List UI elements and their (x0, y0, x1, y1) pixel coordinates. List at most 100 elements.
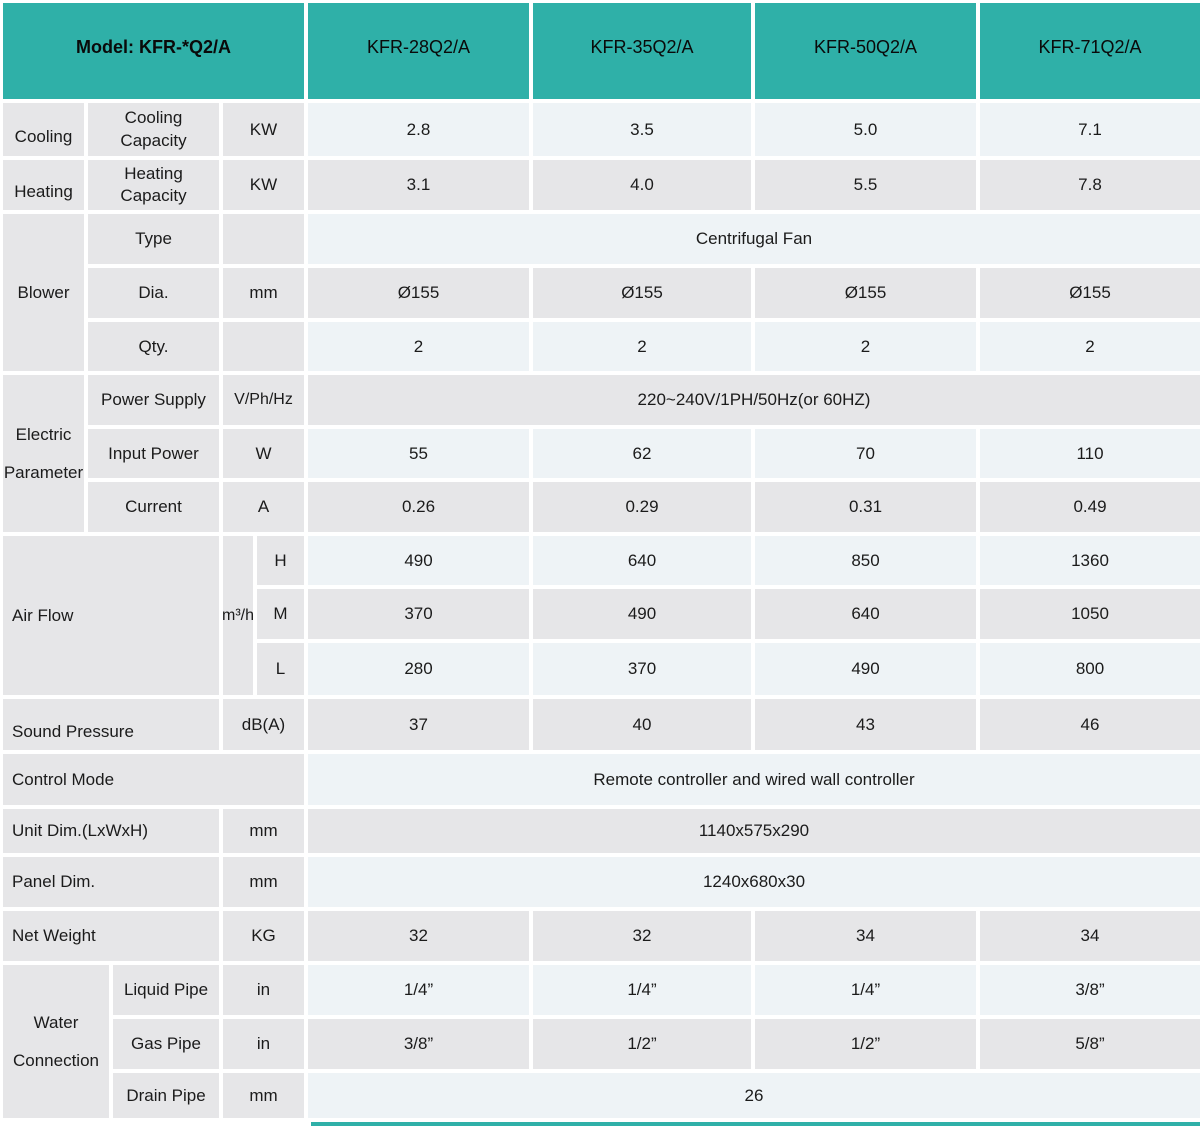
cooling-unit-cell: KW (223, 103, 308, 160)
blower-qty-label: Qty. (88, 322, 223, 375)
blower-dia-value-1: Ø155 (533, 268, 755, 322)
liquid-pipe-value-2: 1/4” (755, 965, 980, 1019)
current-value-0: 0.26 (308, 482, 533, 536)
heating-value-0: 3.1 (308, 160, 533, 214)
air-flow-m-label: M (257, 589, 308, 643)
water-group-line1: Water (33, 1013, 79, 1032)
liquid-pipe-unit-cell: in (223, 965, 308, 1019)
current-unit-cell: A (223, 482, 308, 536)
model-header-cell: Model: KFR-*Q2/A (3, 3, 308, 103)
gas-pipe-value-0: 3/8” (308, 1019, 533, 1073)
sound-pressure-label: Sound Pressure (3, 699, 223, 754)
gas-pipe-value-3: 5/8” (980, 1019, 1200, 1073)
sound-pressure-value-2: 43 (755, 699, 980, 754)
model-column-header-3: KFR-71Q2/A (980, 3, 1200, 103)
electric-group-line2: Parameter (3, 463, 84, 482)
power-supply-value: 220~240V/1PH/50Hz(or 60HZ) (308, 375, 1200, 429)
cooling-capacity-label-text: Cooling Capacity (120, 108, 187, 150)
air-flow-m-value-0: 370 (308, 589, 533, 643)
blower-type-value: Centrifugal Fan (308, 214, 1200, 268)
blower-group-label: Blower (3, 214, 88, 375)
blower-dia-value-2: Ø155 (755, 268, 980, 322)
blower-type-unit-cell (223, 214, 308, 268)
gas-pipe-value-2: 1/2” (755, 1019, 980, 1073)
heating-group-label: Heating (3, 160, 88, 214)
sound-pressure-value-1: 40 (533, 699, 755, 754)
air-flow-l-label: L (257, 643, 308, 699)
air-flow-l-value-3: 800 (980, 643, 1200, 699)
input-power-label: Input Power (88, 429, 223, 482)
drain-pipe-label: Drain Pipe (113, 1073, 223, 1122)
input-power-unit-cell: W (223, 429, 308, 482)
blower-dia-unit-cell: mm (223, 268, 308, 322)
air-flow-l-value-2: 490 (755, 643, 980, 699)
liquid-pipe-value-0: 1/4” (308, 965, 533, 1019)
input-power-value-0: 55 (308, 429, 533, 482)
water-group-line2: Connection (12, 1051, 99, 1070)
blower-qty-value-3: 2 (980, 322, 1200, 375)
power-supply-label: Power Supply (88, 375, 223, 429)
cooling-group-label: Cooling (3, 103, 88, 160)
panel-dim-label: Panel Dim. (3, 857, 223, 911)
blower-dia-value-0: Ø155 (308, 268, 533, 322)
current-label: Current (88, 482, 223, 536)
cooling-value-0: 2.8 (308, 103, 533, 160)
model-column-header-2: KFR-50Q2/A (755, 3, 980, 103)
gas-pipe-unit-cell: in (223, 1019, 308, 1073)
current-value-2: 0.31 (755, 482, 980, 536)
current-value-1: 0.29 (533, 482, 755, 536)
heating-capacity-label: Heating Capacity (88, 160, 223, 214)
heating-value-3: 7.8 (980, 160, 1200, 214)
cooling-value-2: 5.0 (755, 103, 980, 160)
panel-dim-value: 1240x680x30 (308, 857, 1200, 911)
liquid-pipe-value-1: 1/4” (533, 965, 755, 1019)
sound-pressure-value-0: 37 (308, 699, 533, 754)
water-connection-group-label: Water Connection (3, 965, 113, 1122)
input-power-value-1: 62 (533, 429, 755, 482)
gas-pipe-value-1: 1/2” (533, 1019, 755, 1073)
air-flow-h-value-1: 640 (533, 536, 755, 589)
sound-pressure-unit-cell: dB(A) (223, 699, 308, 754)
input-power-value-2: 70 (755, 429, 980, 482)
blower-qty-unit-cell (223, 322, 308, 375)
blower-dia-label: Dia. (88, 268, 223, 322)
net-weight-value-3: 34 (980, 911, 1200, 965)
net-weight-value-0: 32 (308, 911, 533, 965)
blower-qty-value-2: 2 (755, 322, 980, 375)
electric-parameter-group-label: Electric Parameter (3, 375, 88, 536)
unit-dim-label: Unit Dim.(LxWxH) (3, 809, 223, 857)
liquid-pipe-value-3: 3/8” (980, 965, 1200, 1019)
heating-value-2: 5.5 (755, 160, 980, 214)
cooling-value-3: 7.1 (980, 103, 1200, 160)
blower-qty-value-1: 2 (533, 322, 755, 375)
air-flow-m-value-1: 490 (533, 589, 755, 643)
heating-value-1: 4.0 (533, 160, 755, 214)
drain-pipe-unit-cell: mm (223, 1073, 308, 1122)
air-flow-unit-cell: m³/h (222, 536, 257, 699)
blower-qty-value-0: 2 (308, 322, 533, 375)
net-weight-unit-cell: KG (223, 911, 308, 965)
air-flow-h-label: H (257, 536, 308, 589)
panel-dim-unit-cell: mm (223, 857, 308, 911)
cooling-value-1: 3.5 (533, 103, 755, 160)
air-flow-h-value-3: 1360 (980, 536, 1200, 589)
air-flow-l-value-1: 370 (533, 643, 755, 699)
input-power-value-3: 110 (980, 429, 1200, 482)
spec-table: Model: KFR-*Q2/A KFR-28Q2/A KFR-35Q2/A K… (3, 3, 1200, 1122)
net-weight-label: Net Weight (3, 911, 223, 965)
air-flow-h-value-2: 850 (755, 536, 980, 589)
cooling-capacity-label: Cooling Capacity (88, 103, 223, 160)
control-mode-label: Control Mode (3, 754, 308, 809)
blower-dia-value-3: Ø155 (980, 268, 1200, 322)
electric-group-line1: Electric (15, 425, 72, 444)
control-mode-value: Remote controller and wired wall control… (308, 754, 1200, 809)
model-column-header-1: KFR-35Q2/A (533, 3, 755, 103)
net-weight-value-1: 32 (533, 911, 755, 965)
unit-dim-unit-cell: mm (223, 809, 308, 857)
air-flow-m-value-3: 1050 (980, 589, 1200, 643)
model-column-header-0: KFR-28Q2/A (308, 3, 533, 103)
gas-pipe-label: Gas Pipe (113, 1019, 223, 1073)
heating-unit-cell: KW (223, 160, 308, 214)
heating-capacity-label-text: Heating Capacity (120, 163, 187, 205)
air-flow-l-value-0: 280 (308, 643, 533, 699)
